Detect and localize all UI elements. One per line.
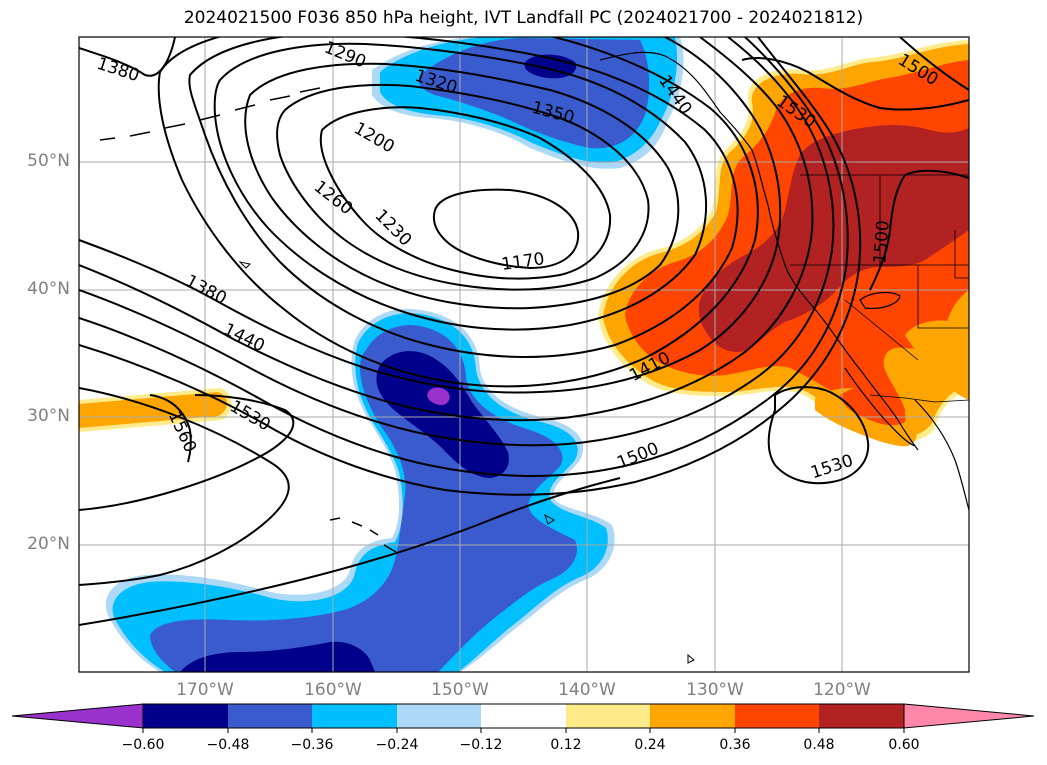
map-plot-area: 1380 1290 1320 1350 1200 1260 1230 1170 … xyxy=(79,37,969,672)
lon-label-160w: 160°W xyxy=(304,680,362,700)
contour-1560-west xyxy=(149,394,192,463)
colorbar-seg-7 xyxy=(650,704,735,728)
colorbar-seg-1 xyxy=(143,704,228,728)
colorbar-extend-low xyxy=(11,703,144,729)
contour-1380-inner xyxy=(79,37,782,394)
shade-orange-mexico xyxy=(905,320,969,400)
colorbar-extend-high xyxy=(903,703,1035,729)
contour-1260 xyxy=(244,62,680,310)
hawaii-islands xyxy=(329,517,397,553)
lon-label-150w: 150°W xyxy=(431,680,489,700)
gridlines xyxy=(79,37,969,672)
map-frame xyxy=(78,36,970,673)
colorbar-ticks xyxy=(142,728,905,733)
coastline-baja xyxy=(844,367,916,447)
shade-blue-north xyxy=(418,38,650,149)
colorbar-label-1: −0.60 xyxy=(121,737,165,753)
island-outline-north xyxy=(238,261,695,664)
border-us-mexico xyxy=(869,394,969,403)
colorbar-label-4: −0.24 xyxy=(375,737,419,753)
lon-label-130w: 130°W xyxy=(686,680,744,700)
lat-label-40n: 40°N xyxy=(27,279,70,299)
lon-label-120w: 120°W xyxy=(813,680,871,700)
lat-label-50n: 50°N xyxy=(27,151,70,171)
contour-1440 xyxy=(79,37,835,447)
contour-1200 xyxy=(319,106,612,280)
colorbar-seg-6 xyxy=(566,704,650,728)
contour-1230 xyxy=(276,83,650,291)
colorbar-label-9: 0.48 xyxy=(803,737,835,753)
contour-1350 xyxy=(157,37,759,388)
coastline-mexico-mainland xyxy=(914,399,969,511)
colorbar-seg-8 xyxy=(735,704,819,728)
colorbar-label-7: 0.24 xyxy=(634,737,666,753)
colorbar xyxy=(11,703,1035,733)
colorbar-frame xyxy=(142,703,905,729)
colorbar-label-2: −0.48 xyxy=(206,737,250,753)
colorbar-seg-4 xyxy=(397,704,481,728)
lon-label-140w: 140°W xyxy=(558,680,616,700)
colorbar-label-3: −0.36 xyxy=(290,737,334,753)
contour-1410 xyxy=(79,37,814,422)
lat-label-30n: 30°N xyxy=(27,406,70,426)
contour-1500-rockies xyxy=(869,169,969,291)
coastline-north-america xyxy=(599,51,919,451)
colorbar-label-6: 0.12 xyxy=(550,737,582,753)
colorbar-label-10: 0.60 xyxy=(888,737,920,753)
contour-1170 xyxy=(432,188,580,270)
contour-1500-north xyxy=(899,37,969,91)
colorbar-seg-3 xyxy=(312,704,397,728)
lake-outline-nevada xyxy=(859,291,901,310)
border-states xyxy=(790,175,969,361)
contour-1530-closed xyxy=(767,386,870,485)
contour-1320 xyxy=(188,37,739,358)
lat-label-20n: 20°N xyxy=(27,534,70,554)
contour-label-1500-rockies: 1500 xyxy=(870,220,894,265)
contour-1500-main xyxy=(79,37,862,496)
map-title: 2024021500 F036 850 hPa height, IVT Land… xyxy=(183,8,864,28)
colorbar-seg-2 xyxy=(228,704,312,728)
height-contours xyxy=(79,37,969,626)
contour-1380-north xyxy=(79,37,176,77)
shade-navy-south xyxy=(180,641,375,672)
aleutian-islands xyxy=(99,87,321,141)
contour-1470 xyxy=(79,37,849,477)
shade-purple-central xyxy=(427,387,450,406)
colorbar-seg-5 xyxy=(481,704,566,728)
colorbar-label-8: 0.36 xyxy=(719,737,751,753)
shade-orange-subtropics xyxy=(79,392,227,428)
contour-1290 xyxy=(213,42,708,331)
contour-1560 xyxy=(79,394,295,511)
contour-1500-southwest xyxy=(79,477,621,626)
colorbar-seg-9 xyxy=(819,704,904,728)
colorbar-label-5: −0.12 xyxy=(459,737,503,753)
lon-label-170w: 170°W xyxy=(176,680,234,700)
contour-1530-north xyxy=(741,57,969,111)
